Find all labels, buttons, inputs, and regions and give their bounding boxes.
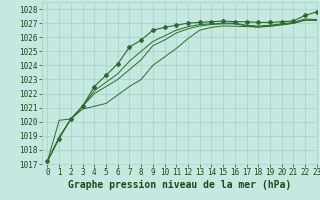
X-axis label: Graphe pression niveau de la mer (hPa): Graphe pression niveau de la mer (hPa)	[68, 180, 291, 190]
